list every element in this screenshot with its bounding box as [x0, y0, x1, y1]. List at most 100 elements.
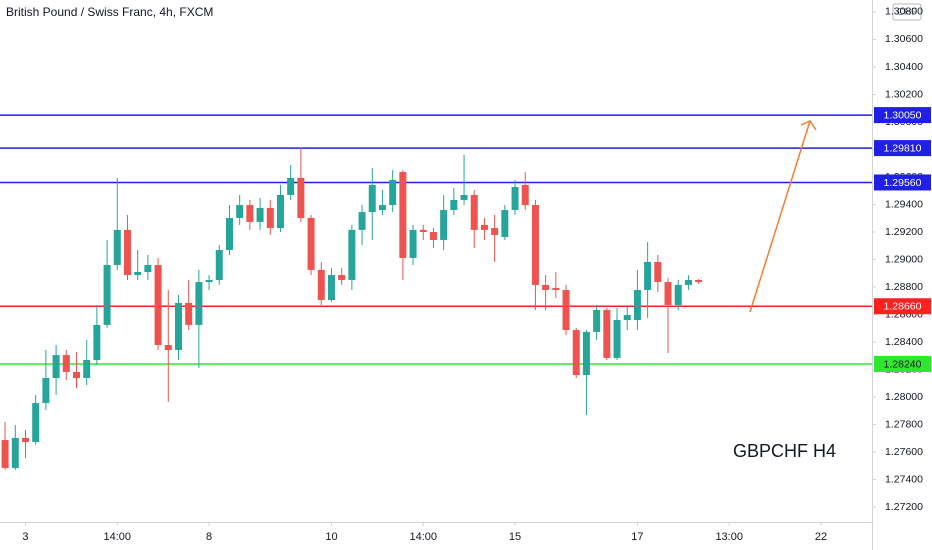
candle-body [205, 279, 213, 283]
level-label: 1.29560 [884, 177, 922, 189]
x-tick-label: 17 [631, 531, 643, 543]
candle-body [511, 187, 519, 210]
candle-body [450, 199, 458, 210]
candle-body [276, 194, 284, 228]
candle-body [480, 224, 488, 230]
candle-body [378, 205, 386, 210]
y-tick-label: 1.30400 [885, 61, 923, 73]
candle-body [83, 360, 91, 379]
candle-body [644, 261, 652, 291]
level-labels-layer: 1.30050 1.29810 1.29560 1.28660 1.28240 [874, 107, 931, 372]
y-tick-label: 1.27800 [885, 418, 923, 430]
level-label: 1.29810 [884, 142, 922, 154]
candle-body [623, 315, 631, 320]
level-label-box [874, 107, 931, 124]
arrow-head [800, 120, 817, 131]
candle-body [174, 302, 182, 350]
x-tick-label: 22 [815, 531, 827, 543]
levels-layer [0, 114, 872, 365]
candle-body [195, 282, 203, 325]
level-label-box [874, 298, 931, 315]
candle-body [654, 261, 662, 283]
candle-body [154, 264, 162, 346]
candle-body [368, 184, 376, 213]
candle-body [1, 440, 9, 468]
y-tick-label: 1.29200 [885, 226, 923, 238]
candle-body [317, 269, 325, 301]
x-tick-label: 3 [22, 531, 28, 543]
y-tick-label: 1.28800 [885, 281, 923, 293]
candle-body [307, 217, 315, 270]
y-tick-label: 1.29400 [885, 198, 923, 210]
x-tick-label: 15 [509, 531, 521, 543]
y-tick-label: 1.30200 [885, 88, 923, 100]
y-tick-label: 1.28000 [885, 391, 923, 403]
currency-box[interactable] [892, 3, 922, 21]
x-tick-label: 10 [325, 531, 337, 543]
candle-body [72, 371, 80, 379]
candle-body [11, 437, 19, 468]
candle-body [215, 249, 223, 280]
candle-body [164, 345, 172, 350]
candle-body [297, 177, 305, 218]
candle-body [684, 279, 692, 285]
y-tick-label: 1.30800 [885, 6, 923, 18]
currency-label: CHF [897, 7, 918, 18]
candle-body [695, 279, 703, 283]
y-tick-label: 1.30600 [885, 33, 923, 45]
candle-body [225, 217, 233, 250]
candle-body [246, 205, 254, 222]
candle-body [144, 264, 152, 273]
candle-body [62, 355, 70, 372]
arrow-shaft [749, 120, 811, 313]
arrow [749, 120, 817, 313]
level-label-box [874, 355, 931, 372]
candle-body [256, 207, 264, 222]
candle-body [552, 287, 560, 291]
candle-body [429, 231, 437, 240]
level-label-box [874, 174, 931, 191]
candle-body [582, 331, 590, 375]
candle-body [42, 378, 50, 404]
candle-body [572, 330, 580, 375]
candle-body [338, 275, 346, 280]
candle-body [287, 177, 295, 195]
candle-body [389, 180, 397, 206]
level-label: 1.30050 [884, 109, 922, 121]
candle-body [501, 209, 509, 237]
candle-body [123, 229, 131, 276]
candle-body [440, 209, 448, 240]
candle-body [327, 275, 335, 301]
candle-body [103, 264, 111, 325]
candle-body [593, 309, 601, 332]
candle-body [613, 319, 621, 358]
candle-body [113, 229, 121, 265]
candle-body [134, 272, 142, 276]
candle-body [419, 229, 427, 232]
level-label: 1.28660 [884, 301, 922, 313]
candles-layer [1, 147, 703, 471]
level-label-box [874, 140, 931, 157]
candle-body [185, 302, 193, 325]
candle-body [348, 229, 356, 280]
level-label: 1.28240 [884, 358, 922, 370]
y-tick-label: 1.29000 [885, 253, 923, 265]
candle-body [21, 437, 29, 442]
candle-body [531, 205, 539, 285]
candle-body [470, 194, 478, 230]
annotation: GBPCHF H4 [733, 441, 836, 461]
candle-body [674, 284, 682, 306]
candle-body [664, 282, 672, 306]
y-tick-label: 1.27600 [885, 446, 923, 458]
y-tick-label: 1.27400 [885, 473, 923, 485]
candle-body [603, 309, 611, 358]
chart-title: British Pound / Swiss Franc, 4h, FXCM [6, 5, 213, 19]
candle-body [491, 227, 499, 236]
candle-body [358, 212, 366, 230]
candle-body [633, 290, 641, 320]
x-tick-label: 8 [206, 531, 212, 543]
candle-body [460, 194, 468, 200]
candle-body [409, 229, 417, 258]
candle-body [562, 290, 570, 331]
